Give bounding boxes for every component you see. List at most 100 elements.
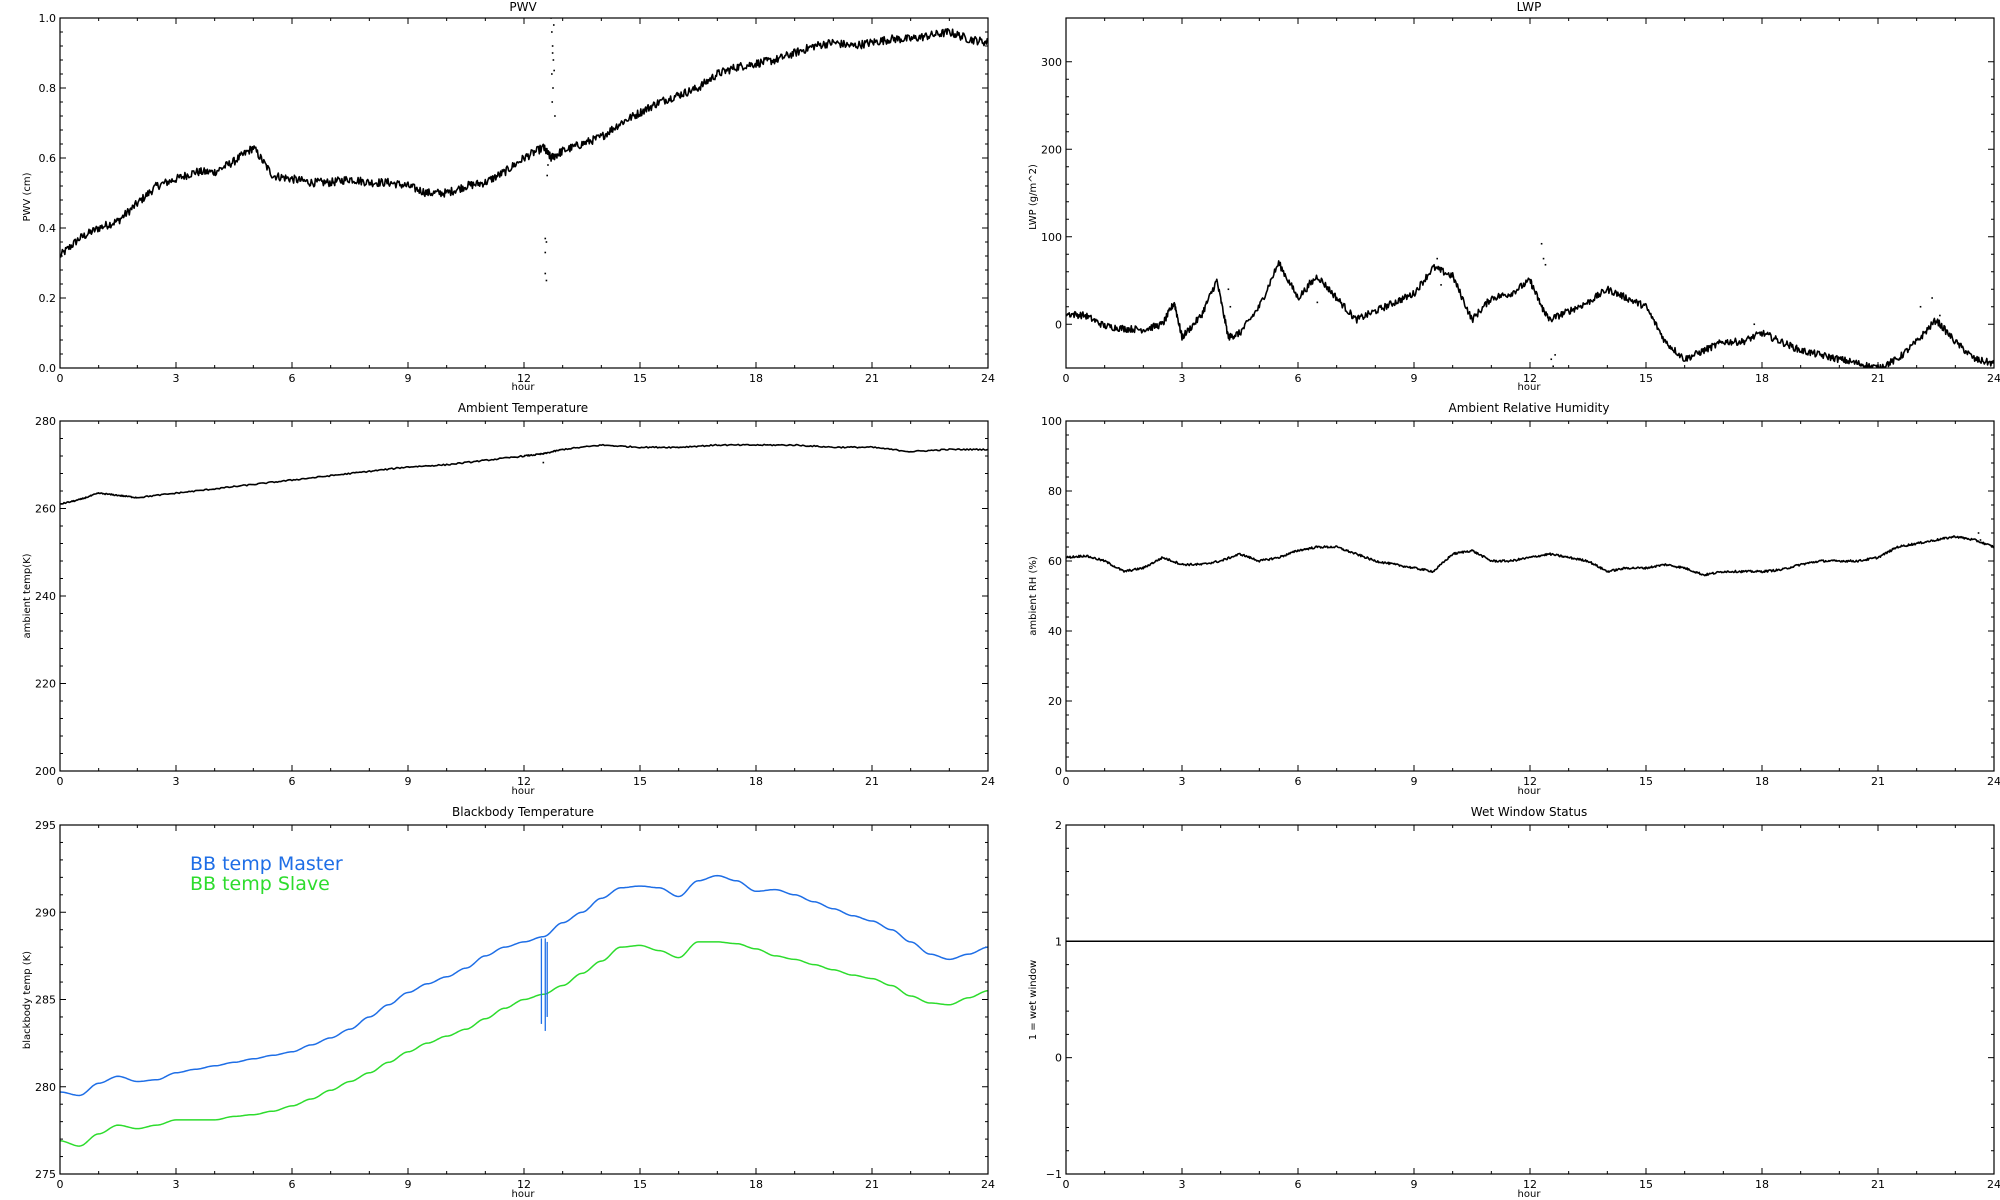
pwv-xtick-label: 24 — [981, 372, 995, 385]
ambient-rh-xtick-label: 9 — [1411, 775, 1418, 788]
blackbody-temp-xtick-label: 6 — [289, 1178, 296, 1191]
ambient-temp-ytick-label: 280 — [35, 415, 56, 428]
blackbody-temp-ytick-label: 275 — [35, 1168, 56, 1181]
lwp-outlier-point — [1436, 257, 1438, 260]
ambient-temp-xtick-label: 21 — [865, 775, 879, 788]
pwv-outlier-point — [545, 241, 548, 243]
blackbody-temp-ytick-label: 295 — [35, 819, 56, 832]
blackbody-temp-xtick-label: 24 — [981, 1178, 995, 1191]
pwv-outlier-point — [551, 73, 553, 75]
pwv-outlier-point — [544, 272, 547, 275]
pwv-ytick-label: 0.4 — [39, 222, 57, 235]
lwp-outlier-point — [1919, 305, 1922, 308]
lwp-outlier-point — [1753, 323, 1756, 326]
ambient-temp-ytick-label: 220 — [35, 678, 56, 691]
ambient-rh-xtick-label: 0 — [1063, 775, 1070, 788]
pwv-outlier-point — [552, 87, 554, 89]
wet-window-xtick-label: 24 — [1987, 1178, 2000, 1191]
lwp-xtick-label: 12 — [1523, 372, 1537, 385]
lwp-outlier-point — [1440, 284, 1442, 286]
wet-window-xtick-label: 15 — [1639, 1178, 1653, 1191]
ambient-temp-xtick-label: 24 — [981, 775, 995, 788]
pwv-outlier-point — [551, 52, 554, 54]
wet-window-ylabel: 1 = wet window — [1028, 960, 1039, 1040]
lwp-xtick-label: 24 — [1987, 372, 2000, 385]
pwv-outlier-point — [553, 69, 555, 72]
pwv-ytick-label: 0.2 — [39, 292, 57, 305]
lwp-xtick-label: 0 — [1063, 372, 1070, 385]
panel-ambient-temp: Ambient Temperature hour ambient temp(K)… — [22, 401, 995, 797]
lwp-ytick-label: 100 — [1041, 231, 1062, 244]
lwp-xtick-label: 18 — [1755, 372, 1769, 385]
pwv-outlier-point — [551, 45, 554, 47]
ambient-rh-outlier-point — [1979, 539, 1982, 541]
pwv-xtick-label: 21 — [865, 372, 879, 385]
blackbody-temp-xtick-label: 12 — [517, 1178, 531, 1191]
ambient-temp-xtick-label: 9 — [405, 775, 412, 788]
pwv-xtick-label: 0 — [57, 372, 64, 385]
ambient-rh-plot-frame — [1065, 420, 1995, 772]
blackbody-temp-ytick-label: 285 — [35, 994, 56, 1007]
pwv-outlier-point — [544, 251, 547, 254]
blackbody-temp-xtick-label: 9 — [405, 1178, 412, 1191]
ambient-temp-ytick-label: 240 — [35, 590, 56, 603]
ambient-rh-xtick-label: 6 — [1295, 775, 1302, 788]
blackbody-temp-plot-frame — [59, 824, 989, 1175]
wet-window-title: Wet Window Status — [1471, 805, 1587, 819]
blackbody-temp-ytick-label: 290 — [35, 906, 56, 919]
pwv-outlier-point — [547, 164, 549, 166]
ambient-rh-ytick-label: 100 — [1041, 415, 1062, 428]
ambient-temp-data-layer — [60, 443, 988, 505]
pwv-outlier-point — [552, 24, 555, 26]
blackbody-temp-series-line-0 — [60, 874, 988, 1097]
lwp-outlier-point — [1554, 354, 1556, 356]
lwp-ylabel: LWP (g/m^2) — [1028, 164, 1039, 230]
panel-blackbody-temp: Blackbody Temperature hour blackbody tem… — [22, 805, 995, 1200]
pwv-xtick-label: 12 — [517, 372, 531, 385]
lwp-series-line-0 — [1066, 260, 1994, 368]
lwp-outlier-point — [1977, 356, 1980, 359]
wet-window-xtick-label: 18 — [1755, 1178, 1769, 1191]
lwp-ytick-label: 0 — [1055, 318, 1062, 331]
wet-window-ytick-label: 1 — [1055, 935, 1062, 948]
ambient-rh-xtick-label: 24 — [1987, 775, 2000, 788]
blackbody-temp-series-line-1 — [60, 941, 988, 1147]
blackbody-temp-data-layer — [60, 874, 988, 1147]
blackbody-temp-xtick-label: 3 — [173, 1178, 180, 1191]
ambient-rh-ytick-label: 80 — [1048, 485, 1062, 498]
wet-window-xtick-label: 6 — [1295, 1178, 1302, 1191]
lwp-xtick-label: 3 — [1179, 372, 1186, 385]
wet-window-xtick-label: 9 — [1411, 1178, 1418, 1191]
lwp-outlier-point — [1939, 314, 1941, 317]
lwp-outlier-point — [1931, 297, 1933, 299]
lwp-data-layer — [1066, 242, 1994, 368]
ambient-rh-xtick-label: 3 — [1179, 775, 1186, 788]
blackbody-temp-xtick-label: 15 — [633, 1178, 647, 1191]
ambient-rh-outlier-point — [1977, 532, 1980, 534]
pwv-ytick-label: 1.0 — [39, 12, 57, 25]
pwv-outlier-point — [552, 59, 555, 61]
ambient-rh-series-line-0 — [1066, 535, 1994, 577]
ambient-temp-title: Ambient Temperature — [458, 401, 588, 415]
ambient-temp-xtick-label: 6 — [289, 775, 296, 788]
lwp-outlier-point — [1229, 305, 1232, 308]
pwv-outlier-point — [545, 279, 548, 282]
lwp-outlier-point — [1544, 263, 1547, 266]
pwv-ytick-label: 0.6 — [39, 152, 57, 165]
ambient-rh-xtick-label: 12 — [1523, 775, 1537, 788]
pwv-ytick-label: 0.0 — [39, 362, 57, 375]
pwv-xtick-label: 9 — [405, 372, 412, 385]
pwv-plot-frame — [59, 17, 989, 369]
panel-ambient-rh: Ambient Relative Humidity hour ambient R… — [1028, 401, 2000, 797]
ambient-rh-ytick-label: 0 — [1055, 765, 1062, 778]
pwv-outlier-point — [554, 115, 556, 117]
ambient-temp-outlier-point — [542, 461, 545, 464]
blackbody-temp-title: Blackbody Temperature — [452, 805, 594, 819]
pwv-xtick-label: 18 — [749, 372, 763, 385]
pwv-xtick-label: 6 — [289, 372, 296, 385]
ambient-temp-xtick-label: 12 — [517, 775, 531, 788]
lwp-outlier-point — [1542, 257, 1545, 260]
ambient-temp-xtick-label: 3 — [173, 775, 180, 788]
wet-window-xlabel: hour — [1518, 1189, 1542, 1200]
lwp-xtick-label: 15 — [1639, 372, 1653, 385]
